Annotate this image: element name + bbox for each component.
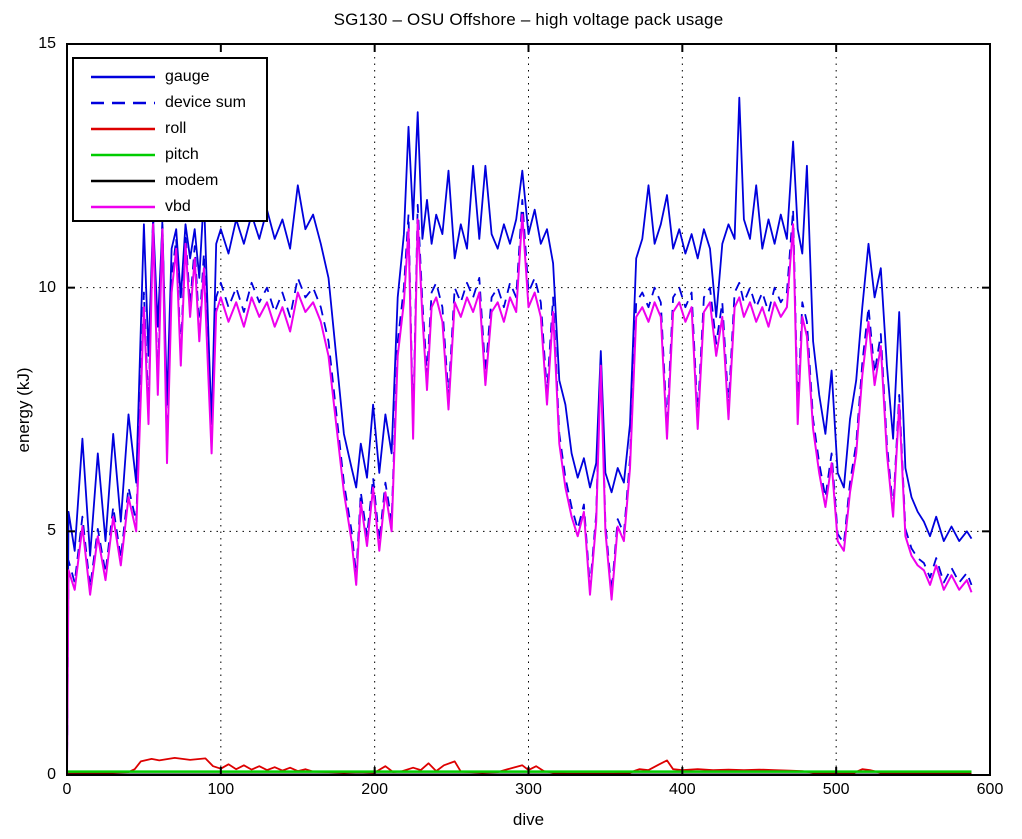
chart-title: SG130 – OSU Offshore – high voltage pack… (333, 10, 724, 29)
x-tick-label: 200 (361, 781, 388, 798)
legend-line-sample (91, 75, 155, 79)
x-tick-label: 300 (515, 781, 542, 798)
legend-line-sample (91, 127, 155, 131)
x-tick-label: 400 (668, 781, 696, 798)
y-tick-label: 0 (47, 766, 56, 783)
x-tick-label: 100 (207, 781, 235, 798)
legend-line-sample (91, 179, 155, 183)
legend-line-sample (91, 153, 155, 157)
x-tick-label: 500 (822, 781, 850, 798)
y-axis-label: energy (kJ) (14, 367, 33, 453)
legend-label: vbd (165, 198, 191, 215)
y-tick-label: 10 (38, 278, 56, 296)
series-line-gauge (66, 96, 973, 768)
legend-item-modem: modem (74, 168, 266, 194)
legend-item-device-sum: device sum (74, 90, 266, 116)
x-axis-label: dive (512, 810, 545, 829)
x-tick-label: 600 (976, 781, 1004, 798)
legend-label: pitch (165, 146, 199, 163)
legend-line-sample (91, 205, 155, 209)
legend-item-vbd: vbd (74, 194, 266, 220)
legend-label: modem (165, 172, 219, 189)
legend-box: gauge device sum roll pitch modem vbd (72, 57, 268, 222)
legend-line-sample (91, 101, 155, 105)
x-tick-label: 0 (62, 781, 72, 798)
y-tick-label: 15 (38, 35, 56, 52)
legend-item-roll: roll (74, 116, 266, 142)
legend-label: device sum (165, 94, 246, 111)
legend-label: roll (165, 120, 187, 137)
legend-item-pitch: pitch (74, 142, 266, 168)
y-tick-label: 5 (47, 522, 56, 540)
legend-item-gauge: gauge (74, 64, 266, 90)
legend-label: gauge (165, 68, 210, 85)
series-line-vbd (66, 213, 973, 771)
